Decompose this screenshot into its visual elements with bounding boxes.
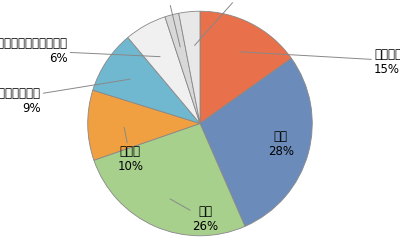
Text: 駅周辺
10%: 駅周辺 10% xyxy=(117,127,143,173)
Wedge shape xyxy=(128,17,200,124)
Wedge shape xyxy=(88,90,200,160)
Wedge shape xyxy=(200,11,292,124)
Wedge shape xyxy=(94,124,245,236)
Wedge shape xyxy=(200,58,312,226)
Wedge shape xyxy=(165,13,200,124)
Text: 無回答
3%: 無回答 3% xyxy=(194,0,256,45)
Text: 公園
26%: 公園 26% xyxy=(170,199,219,233)
Text: 道路
28%: 道路 28% xyxy=(268,130,294,158)
Text: 個人住宅の庭や道路沿い
15%: 個人住宅の庭や道路沿い 15% xyxy=(240,48,400,76)
Wedge shape xyxy=(179,11,200,124)
Text: 工場、会社などの事務所
6%: 工場、会社などの事務所 6% xyxy=(0,37,160,64)
Text: その他
2%: その他 2% xyxy=(156,0,180,47)
Text: 学校・市庁舎などの公共施設
9%: 学校・市庁舎などの公共施設 9% xyxy=(0,79,130,115)
Wedge shape xyxy=(93,38,200,123)
